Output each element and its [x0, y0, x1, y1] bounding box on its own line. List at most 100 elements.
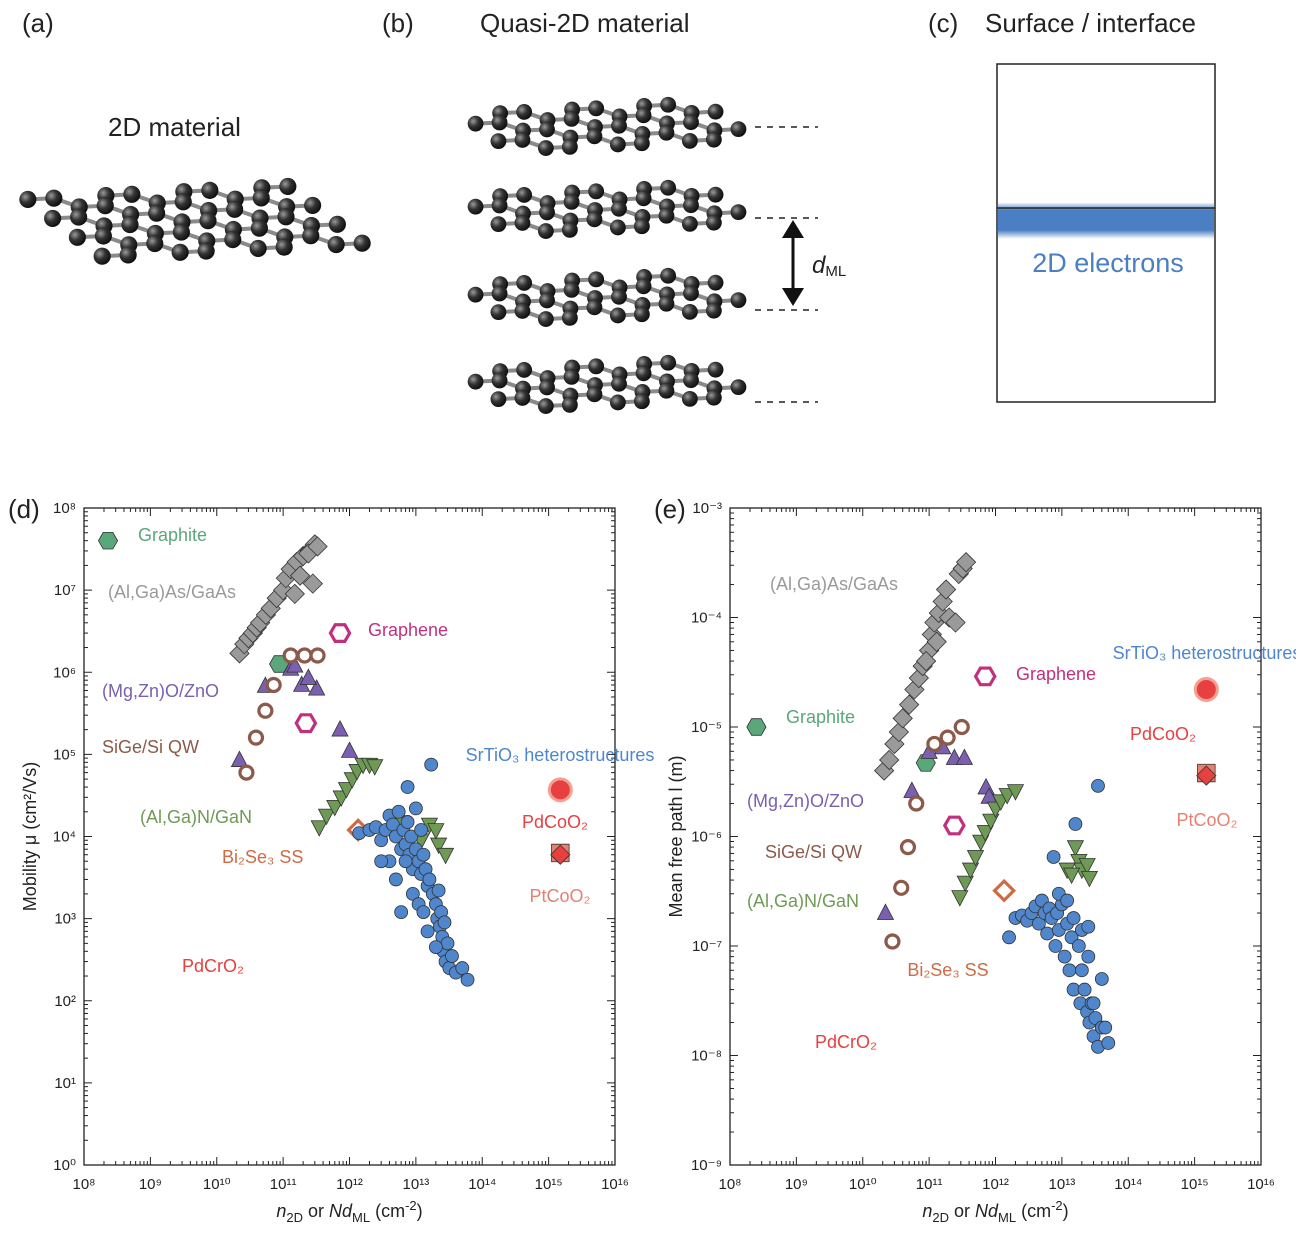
spacing-arrow [782, 220, 804, 306]
atom [611, 288, 627, 305]
series-label: (Al,Ga)As/GaAs [108, 582, 236, 602]
x-axis-label-part: ) [1063, 1201, 1069, 1221]
marker [326, 799, 344, 817]
atom [490, 133, 507, 150]
series [951, 784, 1099, 907]
atom [171, 243, 189, 261]
marker [876, 903, 895, 920]
plot-frame [729, 507, 1262, 1166]
atom [44, 209, 62, 227]
atom [586, 128, 603, 145]
x-axis-label-part: ML [352, 1210, 370, 1225]
series-label: PdCoO₂ [522, 812, 588, 832]
series [229, 534, 328, 664]
y-axis-label: Mobility μ (cm²/Vs) [20, 762, 40, 911]
y-tick-label: 10⁻³ [692, 500, 722, 517]
x-axis-label-part: or [949, 1201, 975, 1221]
atom [707, 186, 724, 203]
marker [230, 750, 249, 767]
atom [516, 275, 533, 291]
marker [309, 647, 326, 664]
marker [302, 573, 323, 594]
marker [1057, 949, 1072, 964]
marker [926, 735, 943, 753]
marker [294, 713, 318, 734]
series-label: (Mg,Zn)O/ZnO [102, 681, 219, 701]
x-axis-label-part: -2 [1051, 1198, 1063, 1213]
x-axis-label-part: Nd [975, 1201, 999, 1221]
atom [609, 219, 626, 236]
marker [404, 829, 419, 844]
marker [1091, 778, 1105, 793]
marker [953, 718, 970, 736]
marker [440, 936, 455, 951]
atom [121, 216, 139, 234]
series-label: PdCoO₂ [1130, 724, 1196, 744]
y-tick-label: 10⁻⁸ [691, 1048, 722, 1065]
marker [284, 583, 305, 605]
x-tick-label: 10¹⁶ [1247, 1176, 1275, 1193]
atom [174, 193, 192, 211]
series [1193, 677, 1219, 703]
marker [388, 872, 403, 887]
y-tick-label: 10⁵ [53, 746, 76, 763]
y-tick-label: 10⁻⁵ [691, 719, 722, 736]
panel-label: (d) [8, 494, 40, 524]
marker [1062, 867, 1081, 885]
series [992, 878, 1017, 903]
marker [1066, 911, 1081, 925]
atom [94, 227, 112, 245]
layer-label: 2D electrons [1032, 248, 1184, 278]
y-tick-label: 10⁶ [53, 664, 76, 681]
electron-layer [998, 203, 1214, 239]
marker [1081, 949, 1096, 964]
series [97, 531, 290, 673]
atom [681, 132, 698, 149]
x-axis-label-part: n [922, 1201, 932, 1221]
series-label: (Al,Ga)N/GaN [747, 891, 859, 911]
marker [942, 815, 966, 836]
marker [1002, 930, 1016, 945]
x-axis-label-part: 2D [932, 1210, 949, 1225]
marker [878, 749, 900, 771]
marker [892, 708, 913, 729]
atom [172, 223, 190, 241]
atom [123, 185, 141, 203]
diagram-title: 2D material [108, 112, 241, 142]
atom [705, 389, 722, 406]
marker [884, 733, 905, 755]
atom [327, 235, 345, 254]
marker [331, 719, 349, 737]
atom [491, 372, 508, 389]
atom [537, 140, 554, 156]
atom [249, 239, 267, 258]
x-tick-label: 10¹² [336, 1176, 363, 1193]
x-tick-label: 10¹¹ [270, 1176, 297, 1193]
marker [1196, 765, 1217, 786]
marker [939, 729, 956, 746]
x-axis-label-part: ) [417, 1201, 423, 1221]
marker [1074, 963, 1089, 978]
marker [337, 782, 356, 799]
atom [537, 398, 554, 414]
atom [730, 379, 747, 396]
marker [247, 729, 265, 746]
atom [537, 311, 554, 327]
atom [707, 361, 724, 378]
marker [1193, 677, 1219, 703]
atom [45, 189, 63, 207]
x-tick-label: 10⁸ [718, 1176, 741, 1193]
marker [238, 764, 255, 781]
series [873, 552, 977, 781]
marker [1071, 939, 1086, 953]
atom [304, 196, 322, 214]
atom [250, 219, 268, 237]
atom [563, 193, 580, 210]
diagram-title: Quasi-2D material [480, 8, 690, 38]
marker [427, 823, 445, 840]
atom [279, 177, 297, 196]
marker [547, 777, 573, 803]
charts: (d) 10⁸ 10⁹ 10¹⁰ 10¹¹ 10¹² 10¹³ 10¹⁴ 10¹⁵ 10¹⁶ 10⁰… [8, 494, 1296, 1225]
series-label: SrTiO₃ heterostructures [466, 745, 655, 765]
atom [683, 114, 699, 131]
